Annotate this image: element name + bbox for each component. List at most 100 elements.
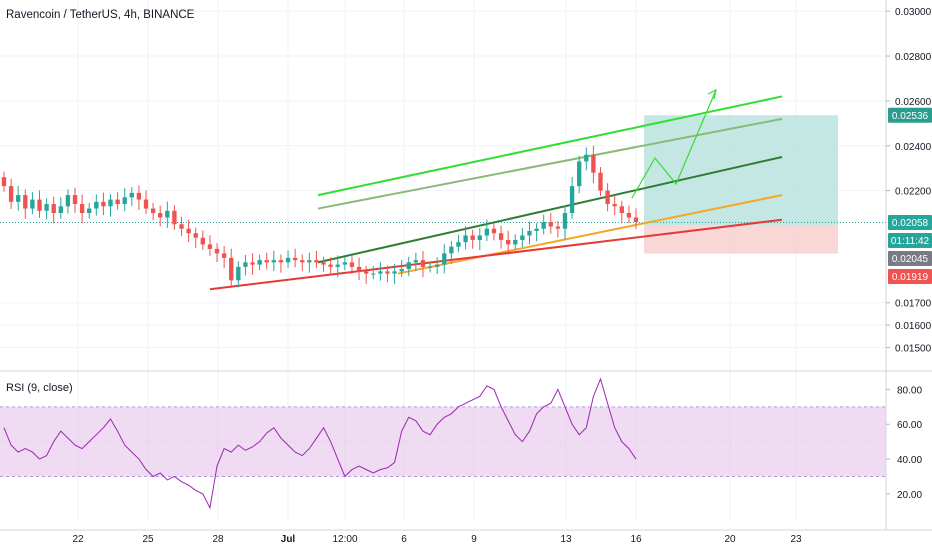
candle-body — [633, 217, 639, 222]
candle-body — [349, 262, 355, 267]
candle-body — [150, 208, 156, 214]
candle-body — [1, 177, 7, 187]
candle-body — [463, 235, 468, 243]
candle-body — [555, 226, 561, 229]
candle-body — [513, 239, 518, 245]
candle-body — [108, 199, 113, 207]
candle-body — [506, 239, 511, 245]
candle-body — [271, 260, 277, 263]
rsi-band — [0, 406, 886, 477]
rsi-tick-label: 60.00 — [897, 420, 922, 431]
time-tick-label: 25 — [142, 534, 154, 545]
red-support — [209, 218, 783, 291]
candle-body — [442, 253, 447, 265]
trade-boxes — [0, 115, 886, 254]
candle-body — [520, 235, 525, 240]
candle-body — [371, 273, 376, 275]
candle-body — [619, 206, 624, 214]
candle-body — [200, 237, 206, 245]
candle-body — [356, 266, 362, 272]
stop-box — [644, 225, 838, 254]
rsi-title: RSI (9, close) — [6, 382, 73, 394]
time-tick-label: 22 — [72, 534, 84, 545]
rsi-tick-label: 40.00 — [897, 455, 922, 466]
candle-body — [591, 154, 596, 173]
time-tick-label: 20 — [724, 534, 736, 545]
candle-body — [87, 208, 92, 214]
rsi-tick-label: 80.00 — [897, 385, 922, 396]
price-label: 01:11:42 — [891, 236, 930, 247]
candle-body — [449, 246, 454, 254]
price-tick-label: 0.03000 — [895, 7, 932, 18]
candle-body — [186, 228, 191, 234]
candle-body — [605, 190, 610, 205]
candle-body — [385, 271, 390, 274]
candle-body — [207, 244, 213, 249]
price-label-bg — [888, 232, 932, 248]
candle-body — [527, 230, 532, 236]
time-tick-label: 13 — [560, 534, 572, 545]
candle-body — [101, 201, 106, 207]
candle-body — [236, 266, 241, 281]
candle-body — [612, 204, 617, 207]
candle-body — [136, 192, 142, 200]
candle-body — [321, 262, 326, 265]
candle-body — [79, 204, 85, 214]
candle-body — [484, 228, 490, 236]
price-tick-label: 0.02400 — [895, 142, 932, 153]
candle-body — [179, 224, 184, 229]
candle-body — [598, 172, 603, 191]
price-tick-label: 0.01500 — [895, 344, 932, 355]
candle-body — [470, 235, 475, 240]
candle-body — [569, 186, 575, 214]
candle-body — [456, 242, 461, 247]
candle-body — [158, 213, 163, 218]
projection-line — [631, 89, 717, 199]
candle-body — [427, 266, 433, 268]
candle-body — [342, 262, 348, 265]
candle-body — [278, 260, 284, 263]
candle-body — [165, 210, 170, 218]
price-label: 0.02045 — [892, 254, 929, 265]
candle-body — [94, 201, 99, 209]
candle-body — [292, 257, 298, 261]
green-upper-channel — [317, 95, 783, 197]
candle-body — [65, 195, 71, 207]
time-tick-label: 12:00 — [332, 534, 357, 545]
price-tick-label: 0.01700 — [895, 299, 932, 310]
candle-body — [285, 257, 291, 263]
target-box — [644, 115, 838, 226]
candle-body — [30, 199, 35, 209]
candle-body — [626, 213, 632, 218]
candle-body — [314, 260, 319, 263]
rsi-polyline — [3, 377, 637, 510]
price-label: 0.01919 — [892, 272, 929, 283]
candles — [1, 145, 639, 288]
candle-body — [477, 235, 482, 240]
price-label-bg — [888, 250, 932, 266]
candle-body — [51, 204, 56, 214]
candle-body — [335, 264, 340, 267]
rsi-line — [3, 377, 637, 510]
candle-body — [72, 195, 78, 205]
candle-body — [122, 197, 127, 205]
candle-body — [115, 199, 120, 205]
candle-body — [221, 253, 227, 258]
price-axis-labels: 0.02536 0.02058 01:11:42 0.02045 0.01919 — [888, 107, 932, 284]
time-tick-label: 23 — [790, 534, 802, 545]
candle-body — [534, 228, 539, 231]
candle-body — [378, 271, 383, 274]
candle-body — [214, 248, 220, 254]
candle-body — [413, 260, 419, 263]
projection-path — [631, 88, 717, 199]
price-tick-label: 0.02800 — [895, 52, 932, 63]
candle-body — [541, 222, 546, 229]
symbol-title: Ravencoin / TetherUS, 4h, BINANCE — [6, 9, 195, 21]
candle-body — [243, 262, 248, 267]
projection-arrowhead — [707, 88, 717, 100]
candle-body — [300, 260, 305, 263]
candle-body — [491, 228, 497, 234]
candle-body — [577, 161, 582, 187]
